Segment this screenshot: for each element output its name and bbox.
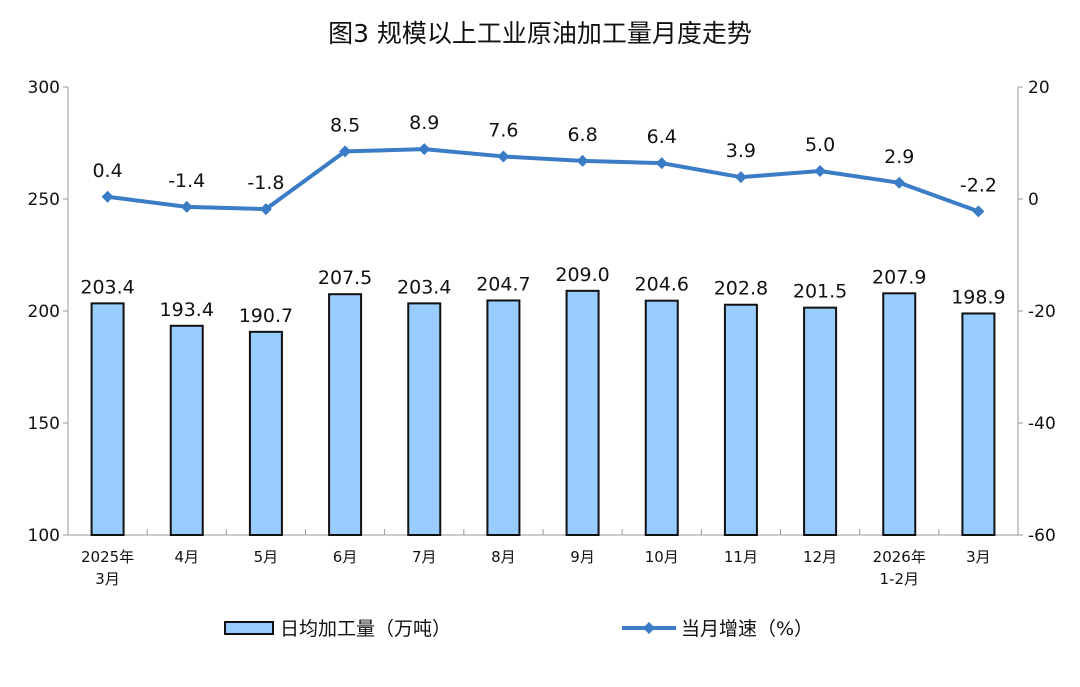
legend-bar-label: 日均加工量（万吨） <box>280 618 451 640</box>
line-value-label: -2.2 <box>960 174 997 196</box>
line-marker <box>655 157 668 170</box>
left-tick-label: 100 <box>28 526 60 546</box>
right-tick-label: -20 <box>1028 302 1056 322</box>
x-tick-label: 4月 <box>174 548 199 566</box>
legend-bar-swatch <box>224 621 274 635</box>
x-tick-label: 2025年 <box>81 548 134 566</box>
line-value-label: -1.4 <box>168 170 205 192</box>
x-tick-label: 7月 <box>412 548 437 566</box>
x-tick-label: 3月 <box>966 548 991 566</box>
bar <box>565 289 600 536</box>
x-tick-label: 11月 <box>724 548 758 566</box>
chart-title: 图3 规模以上工业原油加工量月度走势 <box>328 19 752 48</box>
x-tick-label: 8月 <box>491 548 516 566</box>
x-tick-label: 5月 <box>254 548 279 566</box>
line-marker <box>101 190 114 203</box>
bar-value-label: 207.9 <box>872 266 926 288</box>
line-value-label: 0.4 <box>92 160 122 182</box>
bar-value-label: 204.7 <box>476 273 530 295</box>
x-tick-label: 12月 <box>803 548 837 566</box>
line-marker <box>972 205 985 218</box>
line-marker <box>339 145 352 158</box>
bar-value-label: 204.6 <box>635 274 689 296</box>
x-tick-label: 1-2月 <box>880 570 920 588</box>
x-tick-label: 2026年 <box>873 548 926 566</box>
legend-line-label: 当月增速（%） <box>681 618 813 640</box>
line-series <box>107 147 980 214</box>
bar-value-label: 201.5 <box>793 281 847 303</box>
bar-value-label: 203.4 <box>397 276 451 298</box>
bar-value-label: 202.8 <box>714 278 768 300</box>
line-marker <box>497 150 510 163</box>
line-value-label: 7.6 <box>488 119 518 141</box>
bar <box>169 324 204 536</box>
x-tick-label: 10月 <box>645 548 679 566</box>
line-value-label: 3.9 <box>726 140 756 162</box>
bar <box>407 302 442 536</box>
bar <box>803 306 838 537</box>
bar <box>723 303 758 536</box>
line-marker <box>576 154 589 167</box>
bar <box>882 292 917 536</box>
right-tick-label: 0 <box>1028 190 1039 210</box>
bar-value-label: 209.0 <box>555 264 609 286</box>
line-value-label: -1.8 <box>247 172 284 194</box>
left-tick-label: 150 <box>28 414 60 434</box>
bar-value-label: 207.5 <box>318 267 372 289</box>
bar <box>90 302 125 536</box>
line-marker <box>180 200 193 213</box>
left-tick-label: 300 <box>28 78 60 98</box>
line-value-label: 8.5 <box>330 114 360 136</box>
line-value-label: 8.9 <box>409 112 439 134</box>
line-value-label: 6.8 <box>567 124 597 146</box>
line-marker <box>893 176 906 189</box>
line-marker <box>418 143 431 156</box>
line-value-label: 2.9 <box>884 146 914 168</box>
bar-value-label: 203.4 <box>80 276 134 298</box>
left-tick-label: 250 <box>28 190 60 210</box>
bar-value-label: 193.4 <box>160 299 214 321</box>
line-value-label: 6.4 <box>647 126 677 148</box>
line-marker <box>259 203 272 216</box>
line-marker <box>814 165 827 177</box>
x-tick-label: 9月 <box>570 548 595 566</box>
bar-value-label: 190.7 <box>239 305 293 327</box>
right-tick-label: -40 <box>1028 414 1056 434</box>
right-tick-label: 20 <box>1028 78 1050 98</box>
legend-line-marker <box>643 622 655 634</box>
x-tick-label: 6月 <box>333 548 358 566</box>
x-tick-label: 3月 <box>95 570 120 588</box>
bar <box>248 330 283 536</box>
line-marker <box>734 171 747 184</box>
right-tick-label: -60 <box>1028 526 1056 546</box>
bar <box>328 293 363 537</box>
bar <box>961 312 996 536</box>
bar <box>486 299 521 536</box>
bar <box>644 299 679 537</box>
line-value-label: 5.0 <box>805 134 835 156</box>
left-tick-label: 200 <box>28 302 60 322</box>
bar-value-label: 198.9 <box>951 286 1005 308</box>
